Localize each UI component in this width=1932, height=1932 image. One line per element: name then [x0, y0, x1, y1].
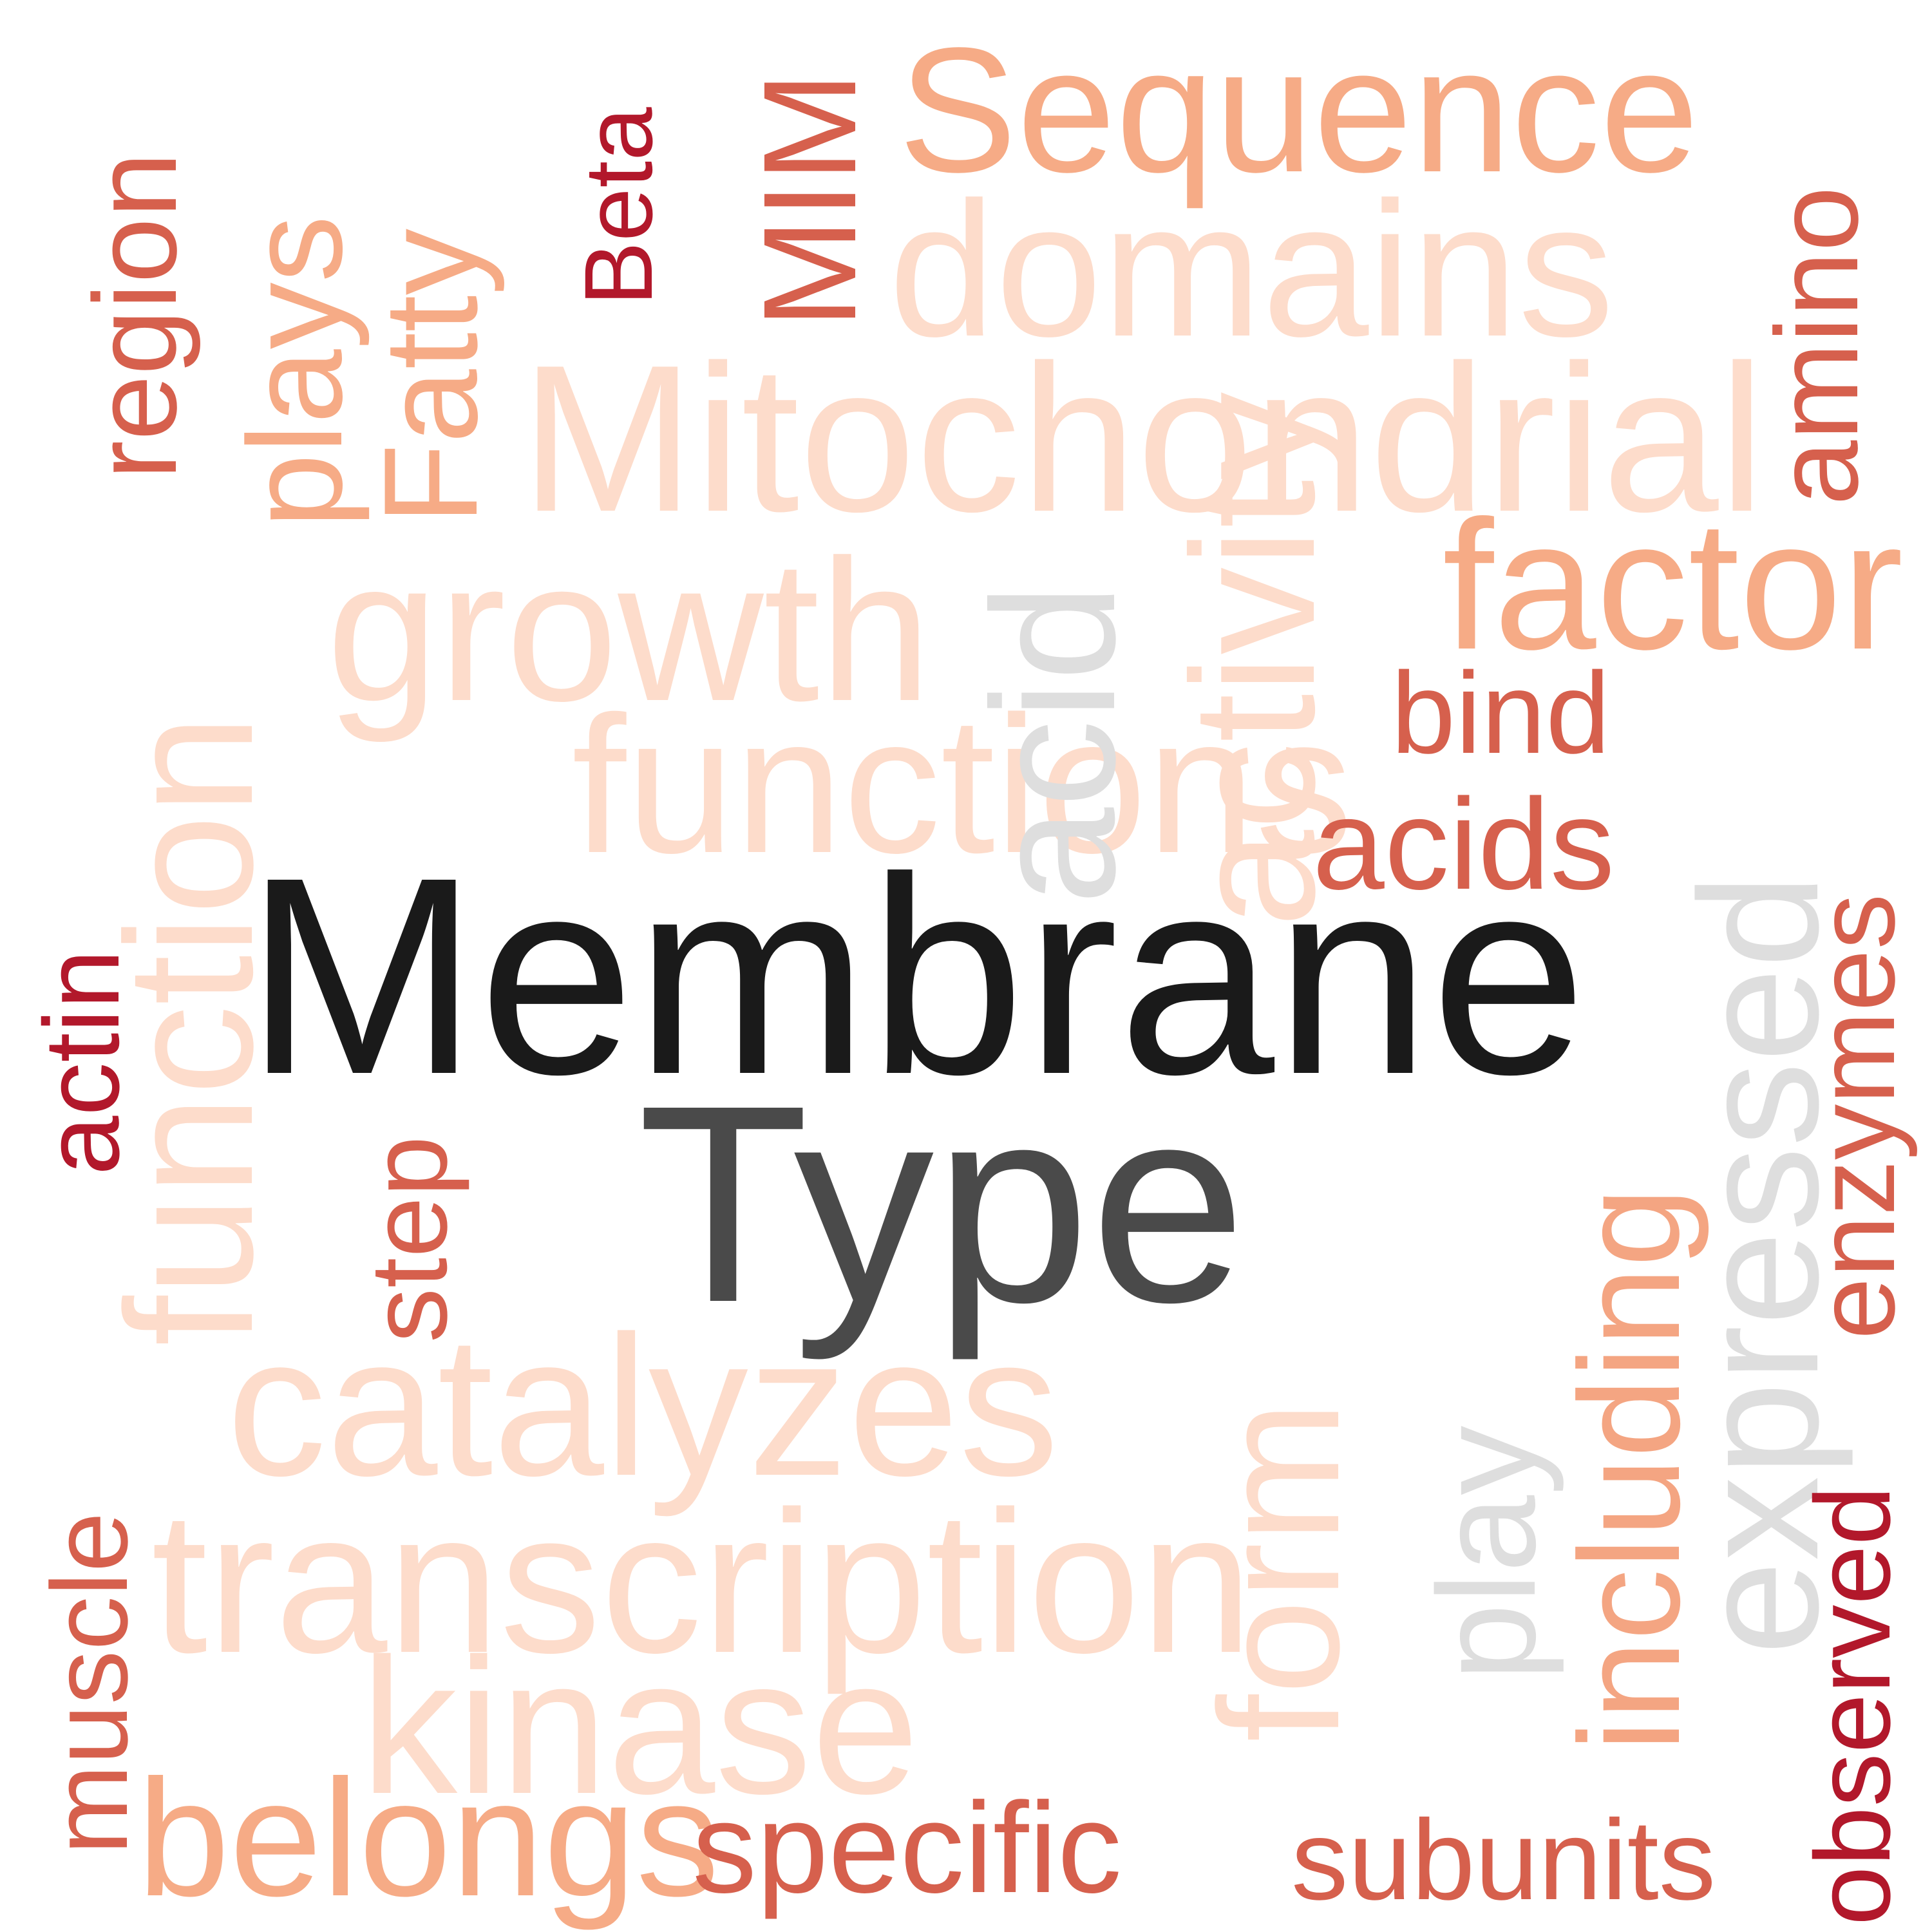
word-fatty: Fatty: [356, 228, 505, 525]
word-belongs: belongs: [137, 1745, 719, 1931]
word-step: step: [348, 1135, 470, 1343]
word-muscle: muscle: [29, 1511, 150, 1855]
word-mitochondrial: Mitochondrial: [520, 321, 1765, 555]
word-including: including: [1550, 1187, 1710, 1752]
word-acids: acids: [1312, 772, 1615, 916]
word-type: Type: [638, 1047, 1247, 1361]
word-mim: MIM: [736, 71, 884, 329]
word-growth: growth: [327, 518, 932, 743]
word-form: activity: [1155, 392, 1351, 927]
word-enzymes: enzymes: [1793, 893, 1918, 1340]
word-specific: specific: [692, 1776, 1122, 1920]
word-function: form: [1184, 1401, 1375, 1742]
word-sequence: Sequence: [898, 11, 1700, 209]
word-kinase: kinase: [361, 1618, 920, 1834]
word-actin: actin: [23, 949, 142, 1175]
word-catalyzes: catalyzes: [227, 1294, 1059, 1517]
word-acid: acid: [956, 583, 1151, 905]
word-domains: domains: [889, 162, 1615, 377]
word-membrane: Membrane: [245, 819, 1587, 1133]
word-transcription: transcription: [151, 1469, 1253, 1695]
word-activity: play: [1408, 1425, 1564, 1681]
word-beta: Beta: [564, 107, 672, 306]
word-plays: plays: [221, 215, 370, 528]
word-bind: bind: [1391, 649, 1611, 778]
word-subunits: subunits: [1291, 1796, 1716, 1924]
word-play: functions: [572, 676, 1353, 894]
word-factor: factor: [1443, 482, 1904, 688]
word-region: region: [69, 152, 201, 480]
word-observed: observed: [1794, 1486, 1913, 1926]
word-amino: amino: [1751, 186, 1882, 506]
